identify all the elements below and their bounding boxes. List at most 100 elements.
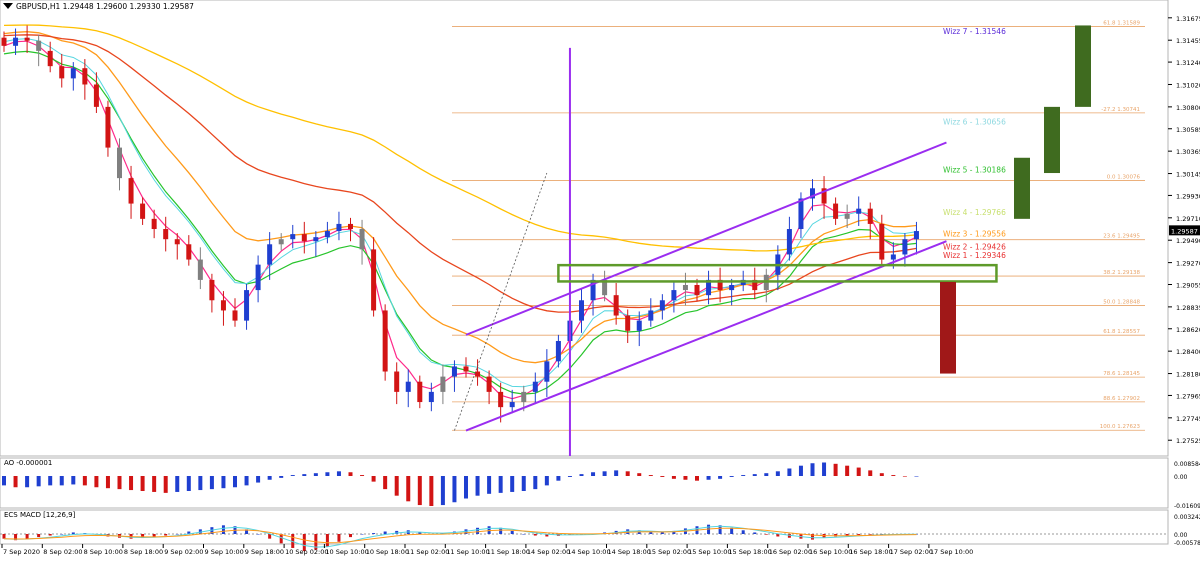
time-axis-label: 11 Sep 02:00 xyxy=(406,548,449,556)
price-axis-label: 1.30365 xyxy=(1176,148,1200,156)
ao-bar xyxy=(336,471,341,476)
time-axis-label: 8 Sep 10:00 xyxy=(84,548,123,556)
wizz-level-label: Wizz 1 - 1.29346 xyxy=(943,251,1006,260)
time-axis-label: 11 Sep 18:00 xyxy=(487,548,530,556)
channel-lower-line[interactable] xyxy=(465,240,947,432)
fib-level-label: 50.0 1.28848 xyxy=(1103,300,1140,306)
candle-body xyxy=(602,279,608,296)
candle-body xyxy=(382,310,388,372)
ao-bar xyxy=(452,476,457,503)
macd-bar xyxy=(325,534,329,547)
ao-bar xyxy=(706,476,711,480)
ao-bar xyxy=(140,476,145,491)
ao-bar xyxy=(660,476,665,477)
candle-body xyxy=(786,229,792,255)
candle-body xyxy=(151,218,157,230)
ao-bar xyxy=(729,476,734,477)
wizz-level-label: Wizz 5 - 1.30186 xyxy=(943,165,1006,174)
ao-bar xyxy=(868,470,873,476)
ao-bar xyxy=(256,476,261,483)
macd-bar xyxy=(672,530,676,534)
ao-bar xyxy=(406,476,411,502)
macd-bar xyxy=(880,534,884,535)
candle-body xyxy=(682,285,688,291)
macd-bar xyxy=(776,534,780,537)
ao-bar xyxy=(394,476,399,496)
ao-bar xyxy=(914,476,919,477)
ao-bar xyxy=(475,476,480,496)
ema-red-line xyxy=(3,34,917,313)
candle-body xyxy=(798,198,804,230)
time-axis-label: 15 Sep 18:00 xyxy=(728,548,771,556)
time-axis-label: 14 Sep 10:00 xyxy=(567,548,610,556)
candle-body xyxy=(486,376,492,392)
candle-body xyxy=(694,285,700,296)
candle-body xyxy=(59,66,65,79)
ao-bar xyxy=(163,476,168,493)
candle-body xyxy=(36,40,42,51)
price-axis-label: 1.28400 xyxy=(1176,348,1200,356)
wizz-level-label: Wizz 6 - 1.30656 xyxy=(943,118,1006,127)
macd-bar xyxy=(175,534,179,535)
candle-body xyxy=(590,279,596,301)
ao-bar xyxy=(82,476,87,486)
macd-axis-label: 0.0032425 xyxy=(1174,514,1200,521)
ao-bar xyxy=(371,476,376,482)
ao-bar xyxy=(302,474,307,476)
ao-bar xyxy=(71,476,76,485)
dotted-trend-line[interactable] xyxy=(454,172,548,431)
time-axis-label: 9 Sep 18:00 xyxy=(245,548,284,556)
ao-bar xyxy=(487,476,492,494)
ao-bar xyxy=(533,476,538,490)
macd-bar xyxy=(522,534,526,535)
candle-body xyxy=(278,239,284,245)
macd-bar xyxy=(268,534,272,539)
price-axis-label: 1.27745 xyxy=(1176,415,1200,423)
ao-bar xyxy=(59,476,64,486)
ao-bar xyxy=(614,470,619,476)
macd-indicator-panel: ECS MACD [12,26,9] xyxy=(0,509,1169,545)
channel-upper-line[interactable] xyxy=(465,141,947,336)
macd-bar xyxy=(811,534,814,540)
ao-bar xyxy=(129,476,134,491)
macd-bar xyxy=(141,534,145,539)
candle-body xyxy=(902,239,908,255)
ao-bar xyxy=(602,471,607,476)
macd-bar xyxy=(2,534,6,539)
macd-bar xyxy=(834,534,838,537)
macd-bar xyxy=(510,530,514,534)
candle-body xyxy=(613,295,619,316)
candle-body xyxy=(197,259,203,280)
time-axis-label: 8 Sep 02:00 xyxy=(43,548,82,556)
candle-body xyxy=(255,264,261,291)
macd-axis-label: 0.00 xyxy=(1174,532,1188,539)
macd-bar xyxy=(418,532,422,534)
macd-axis-label: -0.005780 xyxy=(1174,540,1200,547)
wizz-level-label: Wizz 4 - 1.29766 xyxy=(943,208,1006,217)
candle-body xyxy=(856,208,862,214)
ao-bar xyxy=(152,476,157,492)
candle-body xyxy=(186,244,192,260)
ao-bar xyxy=(117,476,122,490)
time-axis-label: 14 Sep 02:00 xyxy=(527,548,570,556)
macd-bar xyxy=(71,532,75,534)
macd-signal-line xyxy=(3,527,917,544)
chart-menu-triangle-icon[interactable] xyxy=(3,3,13,9)
ao-bar xyxy=(625,471,630,476)
macd-bar xyxy=(545,534,549,537)
macd-bar xyxy=(337,534,341,542)
macd-bar xyxy=(476,527,480,534)
support-zone-box[interactable] xyxy=(557,263,998,283)
ao-indicator-panel: AO -0.000001 xyxy=(0,457,1169,509)
fib-level-label: -27.2 1.30741 xyxy=(1101,107,1140,113)
price-axis-label: 1.30800 xyxy=(1176,104,1200,112)
time-axis-label: 15 Sep 10:00 xyxy=(688,548,731,556)
fib-level-label: 0.0 1.30076 xyxy=(1107,175,1141,181)
candle-body xyxy=(428,391,434,403)
fib-level-label: 88.6 1.27902 xyxy=(1103,396,1140,402)
macd-bar xyxy=(857,534,861,535)
ao-bar xyxy=(741,475,746,476)
ao-bar xyxy=(279,476,284,478)
